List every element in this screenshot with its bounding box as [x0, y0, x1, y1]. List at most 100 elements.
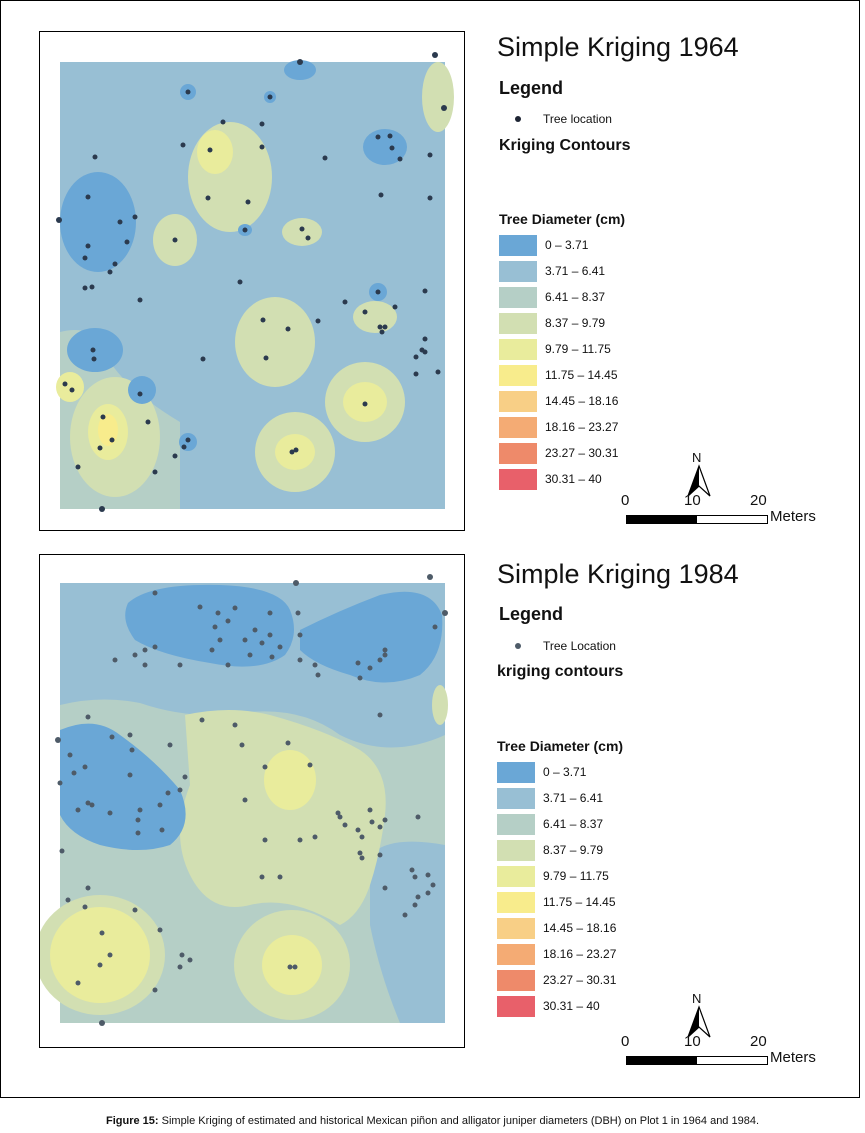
scale-segment-black — [626, 1056, 698, 1065]
class-swatch — [499, 260, 537, 282]
class-label: 11.75 – 14.45 — [545, 368, 618, 382]
map-1984 — [39, 554, 465, 1048]
class-swatch — [499, 416, 537, 438]
class-label: 8.37 – 9.79 — [545, 316, 606, 330]
class-swatch — [499, 234, 537, 256]
class-swatch — [499, 312, 537, 334]
scale-bar-1964: N 0 10 20 Meters — [621, 450, 824, 540]
tree-markers-1964 — [56, 52, 447, 512]
north-arrow-icon — [687, 1005, 711, 1038]
class-row: 18.16 – 23.27 — [499, 414, 618, 440]
class-label: 18.16 – 23.27 — [543, 947, 617, 961]
class-row: 30.31 – 40 — [497, 993, 616, 1019]
class-row: 14.45 – 18.16 — [497, 915, 616, 941]
class-swatch — [497, 839, 535, 861]
class-row: 30.31 – 40 — [499, 466, 618, 492]
class-label: 30.31 – 40 — [545, 472, 602, 486]
scale-tick-10: 10 — [684, 1033, 701, 1050]
class-swatch — [499, 338, 537, 360]
scale-tick-20: 20 — [750, 1033, 767, 1050]
class-row: 3.71 – 6.41 — [497, 785, 616, 811]
scale-unit: Meters — [770, 1049, 816, 1066]
class-label: 9.79 – 11.75 — [545, 342, 611, 356]
class-label: 30.31 – 40 — [543, 999, 600, 1013]
class-label: 8.37 – 9.79 — [543, 843, 604, 857]
class-label: 0 – 3.71 — [545, 238, 589, 252]
map-title-1984: Simple Kriging 1984 — [497, 559, 739, 589]
class-swatch — [497, 969, 535, 991]
north-label: N — [692, 991, 702, 1006]
scale-tick-0: 0 — [621, 1033, 630, 1050]
class-row: 8.37 – 9.79 — [497, 837, 616, 863]
scale-bar-1984: N 0 10 20 Meters — [621, 991, 824, 1081]
class-label: 6.41 – 8.37 — [543, 817, 604, 831]
class-label: 6.41 – 8.37 — [545, 290, 606, 304]
legend-heading-1964: Legend — [499, 78, 564, 98]
class-row: 8.37 – 9.79 — [499, 310, 618, 336]
scale-segment-black — [626, 515, 698, 524]
class-label: 14.45 – 18.16 — [543, 921, 617, 935]
legend-tree-location-1964: Tree location — [499, 112, 612, 126]
legend-tree-location-1984: Tree Location — [499, 639, 616, 653]
figure-caption: Figure 15: Simple Kriging of estimated a… — [0, 1115, 865, 1127]
class-label: 9.79 – 11.75 — [543, 869, 609, 883]
class-row: 6.41 – 8.37 — [497, 811, 616, 837]
class-row: 11.75 – 14.45 — [497, 889, 616, 915]
class-row: 23.27 – 30.31 — [499, 440, 618, 466]
tree-markers-1984 — [55, 574, 448, 1026]
legend-heading-1984: Legend — [499, 604, 564, 624]
class-swatch — [499, 442, 537, 464]
class-swatch — [499, 390, 537, 412]
map-title-1964: Simple Kriging 1964 — [497, 32, 739, 62]
class-row: 11.75 – 14.45 — [499, 362, 618, 388]
caption-text: Simple Kriging of estimated and historic… — [158, 1115, 760, 1127]
class-row: 18.16 – 23.27 — [497, 941, 616, 967]
diameter-classes-1964: 0 – 3.71 3.71 – 6.41 6.41 – 8.37 8.37 – … — [499, 232, 618, 492]
class-label: 18.16 – 23.27 — [545, 420, 619, 434]
class-label: 23.27 – 30.31 — [545, 446, 619, 460]
class-swatch — [497, 865, 535, 887]
figure-frame — [0, 0, 860, 1098]
class-label: 23.27 – 30.31 — [543, 973, 617, 987]
class-row: 14.45 – 18.16 — [499, 388, 618, 414]
class-swatch — [499, 468, 537, 490]
class-swatch — [497, 995, 535, 1017]
class-swatch — [497, 787, 535, 809]
caption-label: Figure 15: — [105, 1115, 159, 1127]
class-label: 0 – 3.71 — [543, 765, 587, 779]
map-1964 — [39, 31, 465, 531]
scale-segment-white — [696, 515, 768, 524]
scale-tick-0: 0 — [621, 492, 630, 509]
class-swatch — [497, 891, 535, 913]
class-swatch — [497, 813, 535, 835]
class-row: 0 – 3.71 — [499, 232, 618, 258]
class-row: 9.79 – 11.75 — [499, 336, 618, 362]
tree-location-label: Tree Location — [543, 639, 616, 653]
scale-tick-20: 20 — [750, 492, 767, 509]
class-row: 0 – 3.71 — [497, 759, 616, 785]
class-row: 6.41 – 8.37 — [499, 284, 618, 310]
class-row: 9.79 – 11.75 — [497, 863, 616, 889]
class-swatch — [497, 943, 535, 965]
diameter-title-1964: Tree Diameter (cm) — [499, 211, 626, 227]
tree-location-label: Tree location — [543, 112, 612, 126]
scale-segment-white — [696, 1056, 768, 1065]
class-label: 11.75 – 14.45 — [543, 895, 616, 909]
north-label: N — [692, 450, 702, 465]
north-arrow-icon — [687, 464, 711, 497]
diameter-classes-1984: 0 – 3.71 3.71 – 6.41 6.41 – 8.37 8.37 – … — [497, 759, 616, 1019]
kriging-surface-1984 — [40, 574, 448, 1026]
diameter-title-1984: Tree Diameter (cm) — [497, 738, 624, 754]
class-row: 3.71 – 6.41 — [499, 258, 618, 284]
dot-icon — [515, 643, 521, 649]
class-swatch — [499, 364, 537, 386]
scale-unit: Meters — [770, 508, 816, 525]
kriging-contours-label-1984: kriging contours — [497, 663, 624, 680]
class-swatch — [497, 917, 535, 939]
dot-icon — [515, 116, 521, 122]
class-swatch — [497, 761, 535, 783]
class-swatch — [499, 286, 537, 308]
kriging-contours-label-1964: Kriging Contours — [499, 137, 631, 154]
class-row: 23.27 – 30.31 — [497, 967, 616, 993]
kriging-surface-1964 — [56, 52, 454, 512]
